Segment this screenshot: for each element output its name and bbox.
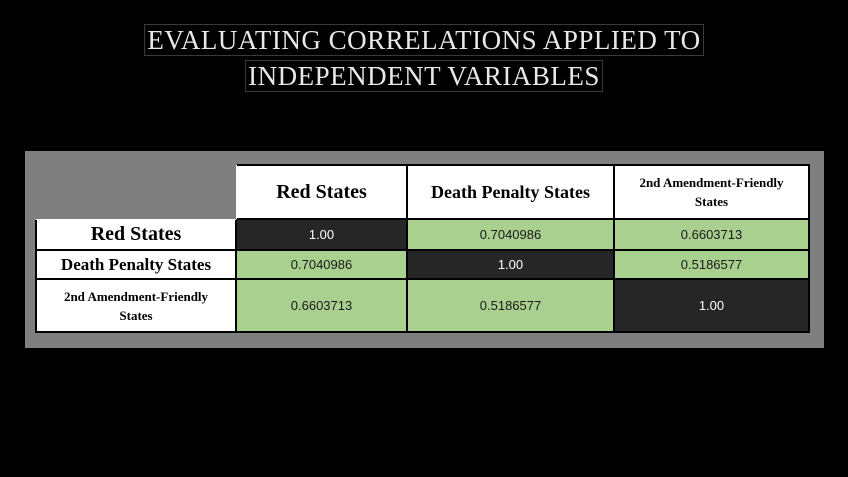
column-header-2nd-amendment-friendly-states: 2nd Amendment-Friendly States bbox=[613, 164, 810, 220]
slide-title-line-1: EVALUATING CORRELATIONS APPLIED TO bbox=[0, 24, 848, 56]
slide-title-line-2: INDEPENDENT VARIABLES bbox=[0, 60, 848, 92]
matrix-cell: 0.5186577 bbox=[406, 278, 615, 333]
column-header-red-states: Red States bbox=[235, 164, 408, 220]
matrix-cell-diagonal: 1.00 bbox=[235, 218, 408, 251]
matrix-cell: 0.7040986 bbox=[406, 218, 615, 251]
slide-title-text-1: EVALUATING CORRELATIONS APPLIED TO bbox=[144, 24, 704, 56]
matrix-cell-diagonal: 1.00 bbox=[613, 278, 810, 333]
slide-title-text-2: INDEPENDENT VARIABLES bbox=[245, 60, 603, 92]
matrix-cell: 0.7040986 bbox=[235, 249, 408, 280]
matrix-cell-diagonal: 1.00 bbox=[406, 249, 615, 280]
row-header-death-penalty-states: Death Penalty States bbox=[35, 249, 237, 280]
correlation-panel: Red States Death Penalty States 2nd Amen… bbox=[25, 151, 824, 348]
column-header-death-penalty-states: Death Penalty States bbox=[406, 164, 615, 220]
matrix-cell: 0.6603713 bbox=[235, 278, 408, 333]
correlation-matrix-table: Red States Death Penalty States 2nd Amen… bbox=[35, 164, 810, 333]
matrix-cell: 0.5186577 bbox=[613, 249, 810, 280]
table-row: Red States 1.00 0.7040986 0.6603713 bbox=[35, 218, 810, 251]
table-row: Death Penalty States 0.7040986 1.00 0.51… bbox=[35, 249, 810, 280]
corner-cell bbox=[36, 165, 236, 219]
header-row: Red States Death Penalty States 2nd Amen… bbox=[36, 164, 810, 220]
row-header-red-states: Red States bbox=[35, 218, 237, 251]
matrix-cell: 0.6603713 bbox=[613, 218, 810, 251]
row-header-2nd-amendment-friendly-states: 2nd Amendment-Friendly States bbox=[35, 278, 237, 333]
table-row: 2nd Amendment-Friendly States 0.6603713 … bbox=[35, 278, 810, 333]
